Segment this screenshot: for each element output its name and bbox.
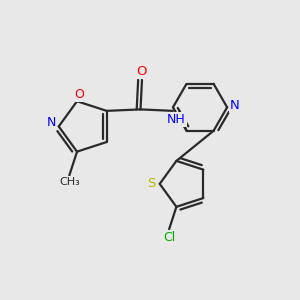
Text: N: N: [47, 116, 56, 129]
Text: NH: NH: [167, 112, 186, 126]
Text: S: S: [147, 177, 155, 190]
Text: O: O: [137, 65, 147, 78]
Text: O: O: [74, 88, 84, 101]
Text: Cl: Cl: [163, 231, 175, 244]
Text: CH₃: CH₃: [59, 177, 80, 187]
Text: N: N: [230, 99, 240, 112]
